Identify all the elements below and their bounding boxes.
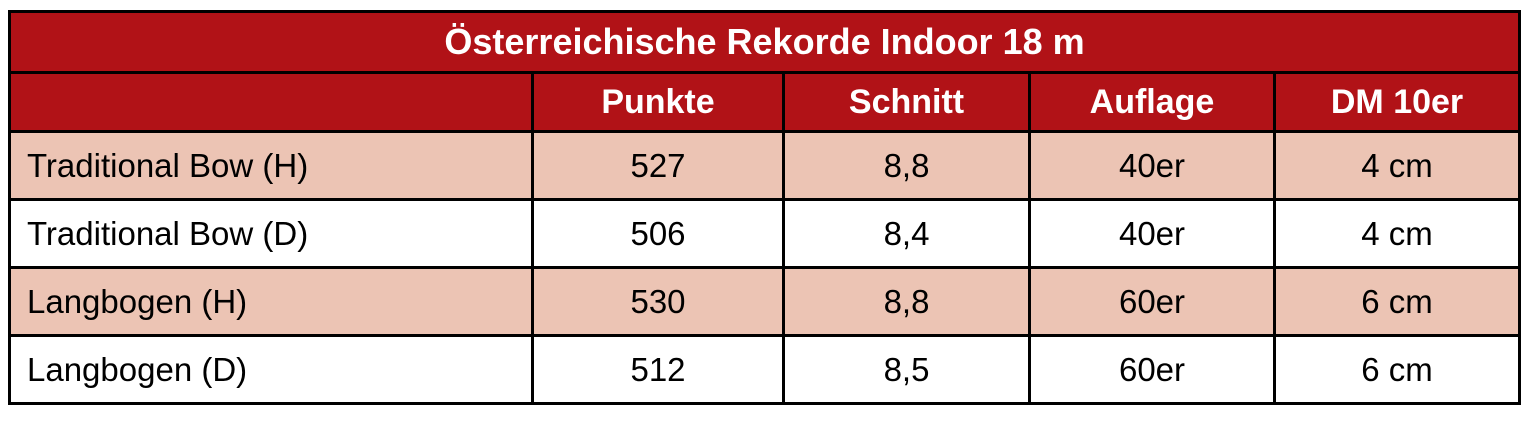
column-header-punkte: Punkte — [531, 71, 785, 133]
cell-schnitt: 8,8 — [782, 266, 1031, 337]
cell-punkte: 527 — [531, 130, 785, 201]
cell-auflage: 40er — [1028, 198, 1276, 269]
table-row: Traditional Bow (H) 527 8,8 40er 4 cm — [8, 130, 1522, 201]
column-header-dm10er: DM 10er — [1272, 71, 1522, 133]
table-row: Traditional Bow (D) 506 8,4 40er 4 cm — [8, 198, 1522, 269]
cell-schnitt: 8,5 — [782, 334, 1031, 405]
cell-dm10er: 6 cm — [1272, 334, 1522, 405]
column-header-auflage: Auflage — [1028, 71, 1276, 133]
cell-schnitt: 8,8 — [782, 130, 1031, 201]
records-table: Österreichische Rekorde Indoor 18 m Punk… — [7, 10, 1522, 405]
cell-schnitt: 8,4 — [782, 198, 1031, 269]
cell-auflage: 60er — [1028, 334, 1276, 405]
table-row: Langbogen (H) 530 8,8 60er 6 cm — [8, 266, 1522, 337]
cell-auflage: 60er — [1028, 266, 1276, 337]
cell-category: Traditional Bow (D) — [8, 198, 534, 269]
table-row: Langbogen (D) 512 8,5 60er 6 cm — [8, 334, 1522, 405]
cell-category: Langbogen (H) — [8, 266, 534, 337]
table-title-row: Österreichische Rekorde Indoor 18 m — [7, 10, 1522, 74]
cell-auflage: 40er — [1028, 130, 1276, 201]
cell-dm10er: 4 cm — [1272, 130, 1522, 201]
cell-category: Langbogen (D) — [8, 334, 534, 405]
column-header-schnitt: Schnitt — [782, 71, 1031, 133]
cell-punkte: 506 — [531, 198, 785, 269]
cell-punkte: 512 — [531, 334, 785, 405]
cell-dm10er: 6 cm — [1272, 266, 1522, 337]
cell-dm10er: 4 cm — [1272, 198, 1522, 269]
cell-punkte: 530 — [531, 266, 785, 337]
table-title: Österreichische Rekorde Indoor 18 m — [7, 10, 1522, 74]
column-header-category — [8, 71, 534, 133]
table-header-row: Punkte Schnitt Auflage DM 10er — [8, 71, 1522, 133]
cell-category: Traditional Bow (H) — [8, 130, 534, 201]
